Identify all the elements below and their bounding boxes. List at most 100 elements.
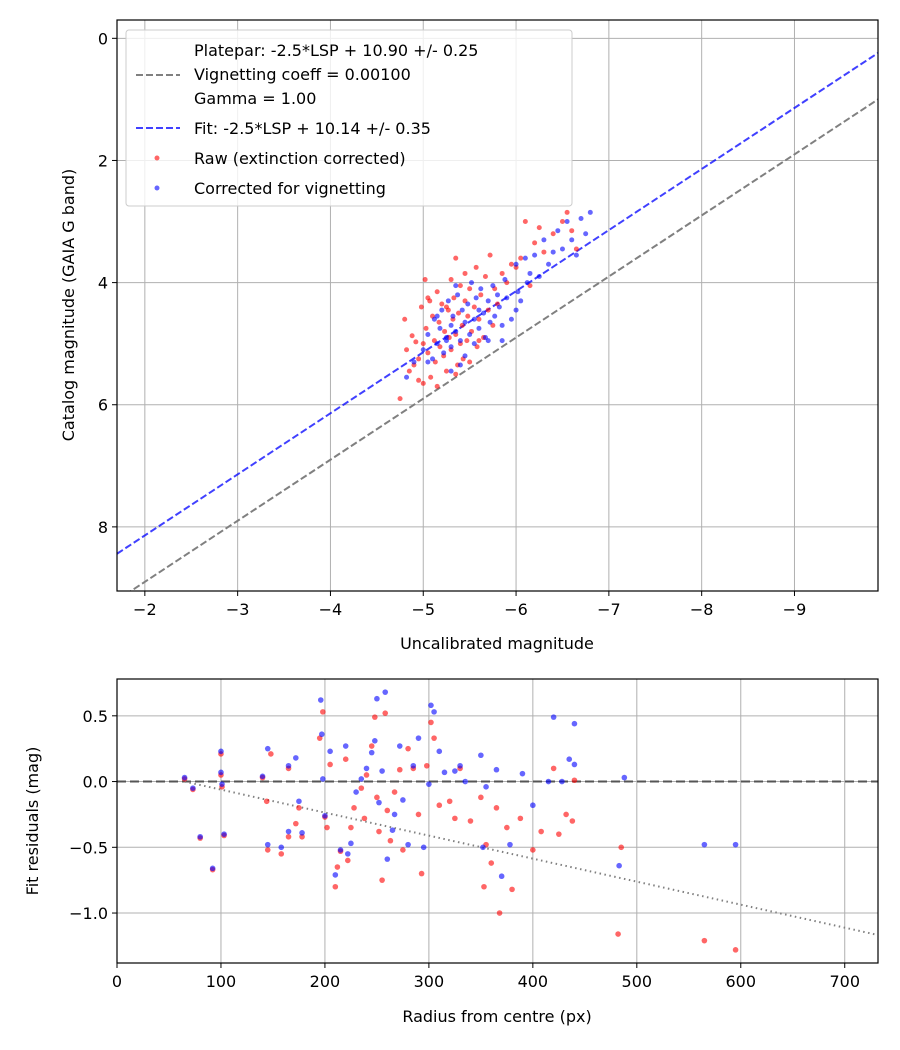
raw-point — [442, 328, 448, 334]
corrected-point — [259, 773, 266, 780]
x-tick-label: 500 — [622, 972, 653, 991]
raw-point — [453, 371, 459, 377]
corrected-point — [487, 319, 493, 325]
raw-point — [418, 870, 425, 877]
bottom-residuals-chart: 0 100 200 300 400 500 600 700 0.5 0.0 −0.5 −1.0 Ra… — [23, 678, 879, 1026]
raw-point — [457, 283, 463, 289]
corrected-point — [559, 246, 565, 252]
raw-point — [406, 368, 412, 374]
raw-point — [264, 847, 271, 853]
bottom-y-axis-label: Fit residuals (mag) — [23, 747, 42, 896]
raw-point — [391, 789, 398, 795]
x-tick-label: −2 — [133, 600, 157, 619]
raw-point — [374, 794, 380, 801]
corrected-point — [555, 228, 561, 234]
top-x-axis-label: Uncalibrated magnitude — [400, 634, 594, 653]
raw-point — [471, 304, 477, 310]
raw-point — [382, 710, 389, 716]
top-calibration-chart: −2 −3 −4 −5 −6 −7 −8 −9 0 2 4 6 8 Uncalibrated magn… — [59, 19, 879, 653]
raw-point — [299, 833, 305, 840]
legend-platepar-text: Platepar: -2.5*LSP + 10.90 +/- 0.25 — [194, 41, 478, 60]
corrected-point — [496, 304, 502, 310]
bottom-y-ticks: 0.5 0.0 −0.5 −1.0 — [69, 707, 117, 923]
corrected-point — [441, 350, 447, 356]
corrected-point — [320, 776, 326, 782]
y-tick-label: 0.0 — [83, 773, 108, 792]
raw-point — [404, 347, 410, 353]
corrected-point — [546, 261, 552, 267]
corrected-point — [376, 799, 382, 806]
raw-point — [571, 777, 578, 784]
x-tick-label: 600 — [725, 972, 756, 991]
raw-point — [372, 714, 378, 720]
corrected-point — [342, 743, 349, 749]
legend-vignetting-text: Vignetting coeff = 0.00100 — [194, 65, 411, 84]
corrected-point — [374, 695, 380, 702]
corrected-point — [583, 231, 589, 237]
x-tick-label: −3 — [226, 600, 250, 619]
corrected-point — [462, 778, 469, 785]
bottom-x-axis-label: Radius from centre (px) — [402, 1007, 591, 1026]
corrected-point — [481, 310, 487, 316]
raw-point — [396, 766, 403, 773]
corrected-point — [264, 745, 271, 752]
raw-point — [618, 844, 625, 851]
raw-point — [420, 341, 426, 347]
corrected-point — [219, 781, 225, 787]
raw-point — [278, 851, 285, 857]
corrected-point — [587, 209, 593, 215]
corrected-point — [358, 776, 365, 782]
corrected-point — [218, 748, 224, 755]
corrected-point — [327, 748, 333, 755]
raw-point — [428, 374, 434, 380]
corrected-point — [420, 347, 426, 353]
corrected-point — [471, 316, 477, 322]
y-tick-label: 6 — [98, 396, 108, 415]
raw-point — [550, 765, 557, 772]
corrected-point — [457, 338, 463, 344]
corrected-point — [457, 762, 463, 769]
bottom-plot-frame — [116, 678, 879, 964]
corrected-point — [404, 374, 410, 380]
raw-point — [376, 828, 382, 835]
raw-point — [464, 338, 470, 344]
corrected-point — [344, 851, 351, 857]
raw-point — [476, 316, 482, 322]
x-tick-label: 300 — [414, 972, 445, 991]
x-tick-label: 0 — [112, 972, 122, 991]
raw-point — [413, 339, 419, 345]
corrected-point — [293, 755, 299, 761]
raw-point — [473, 264, 479, 270]
corrected-point — [181, 774, 188, 781]
corrected-point — [317, 697, 324, 703]
x-tick-label: −4 — [319, 600, 343, 619]
corrected-point — [616, 862, 622, 869]
raw-point — [443, 368, 449, 374]
raw-point — [467, 359, 473, 365]
raw-point — [434, 289, 440, 295]
corrected-point — [443, 338, 449, 344]
corrected-point — [480, 844, 486, 851]
raw-point — [334, 864, 341, 870]
corrected-point — [332, 872, 339, 878]
x-tick-label: 100 — [206, 972, 237, 991]
corrected-point — [493, 766, 500, 773]
raw-point — [416, 356, 422, 362]
corrected-point — [522, 255, 528, 261]
raw-point — [327, 761, 333, 768]
legend-gamma-text: Gamma = 1.00 — [194, 89, 316, 108]
corrected-point — [701, 841, 708, 848]
corrected-point — [415, 735, 422, 741]
corrected-point — [437, 325, 443, 331]
corrected-point — [337, 847, 344, 853]
raw-point — [508, 261, 514, 267]
corrected-point — [434, 313, 440, 319]
raw-point — [409, 333, 415, 339]
x-tick-label: −5 — [411, 600, 435, 619]
raw-point — [397, 396, 403, 402]
raw-point — [423, 325, 429, 331]
legend-raw-marker — [154, 155, 160, 161]
corrected-point — [453, 283, 459, 289]
corrected-point — [372, 737, 378, 744]
